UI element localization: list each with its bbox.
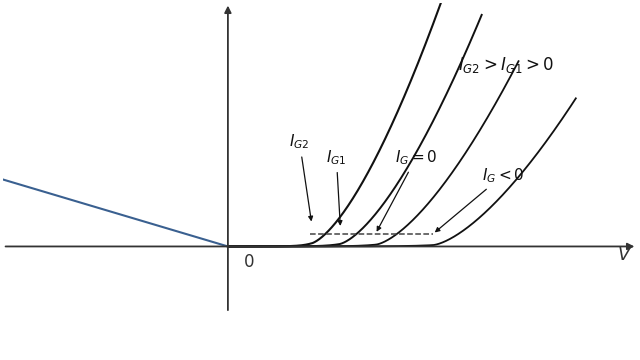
Text: $V$: $V$: [617, 246, 632, 264]
Text: $I_G = 0$: $I_G = 0$: [377, 148, 438, 231]
Text: $I_{G2}$: $I_{G2}$: [289, 133, 312, 220]
Text: $I_{G2} > I_{G1} > 0$: $I_{G2} > I_{G1} > 0$: [458, 55, 554, 75]
Text: $I_{G1}$: $I_{G1}$: [326, 148, 347, 225]
Text: $0$: $0$: [243, 253, 254, 271]
Text: $I_G < 0$: $I_G < 0$: [436, 166, 524, 231]
